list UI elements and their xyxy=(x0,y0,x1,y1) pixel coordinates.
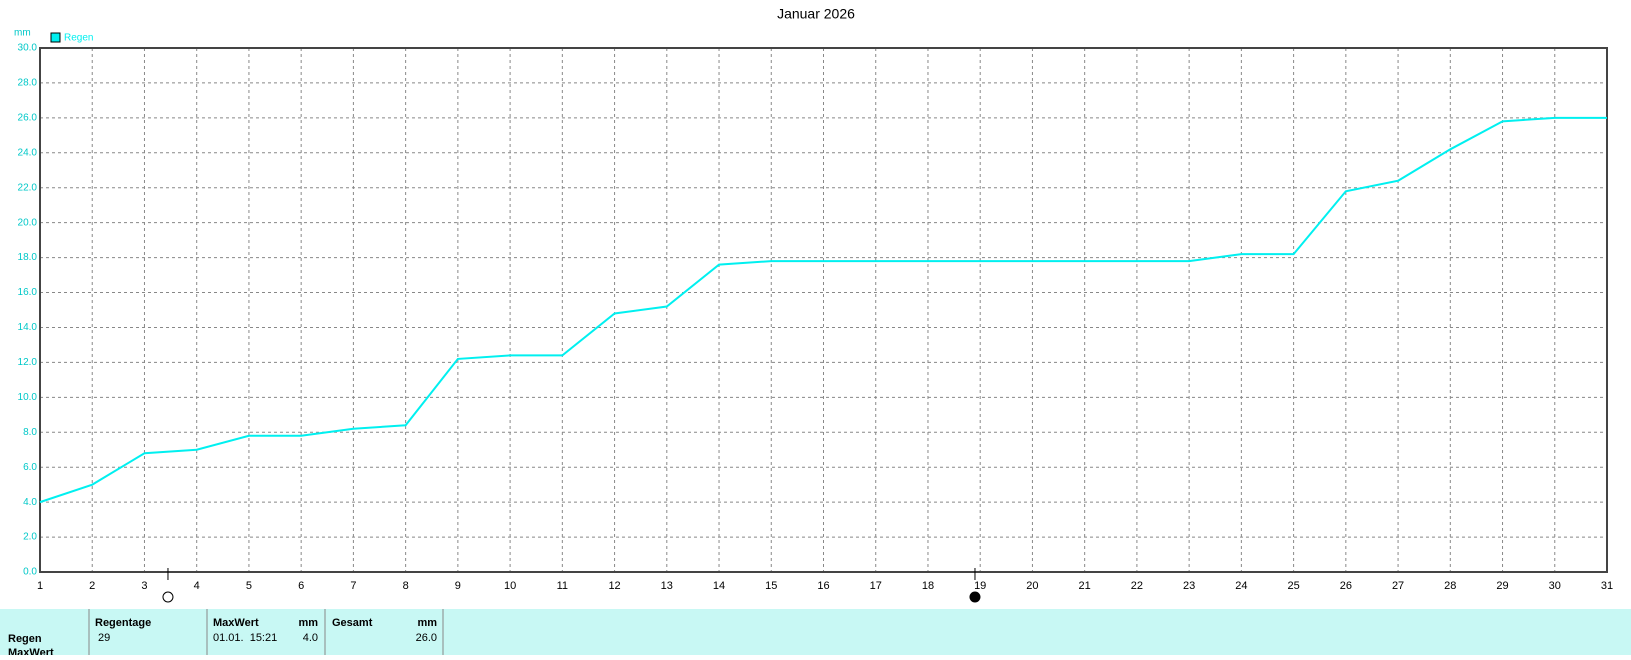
chart-title: Januar 2026 xyxy=(777,6,855,22)
x-tick-label: 31 xyxy=(1601,580,1613,592)
y-tick-label: 24.0 xyxy=(18,147,38,158)
legend-swatch xyxy=(50,32,61,43)
moon-full xyxy=(162,591,174,603)
x-tick-label: 10 xyxy=(504,580,516,592)
x-tick-label: 16 xyxy=(817,580,829,592)
y-tick-label: 22.0 xyxy=(18,182,38,193)
x-tick-label: 1 xyxy=(37,580,43,592)
x-tick-label: 19 xyxy=(974,580,986,592)
y-tick-label: 2.0 xyxy=(23,532,37,543)
y-tick-label: 6.0 xyxy=(23,462,37,473)
x-tick-label: 4 xyxy=(194,580,200,592)
y-tick-label: 10.0 xyxy=(18,392,38,403)
x-tick-label: 11 xyxy=(557,580,568,592)
table-header: MaxWert xyxy=(213,617,259,629)
table-cell: 01.01. 15:21 xyxy=(213,632,277,644)
table-cell: 29 xyxy=(98,632,110,644)
y-tick-label: 12.0 xyxy=(18,357,38,368)
x-tick-label: 26 xyxy=(1340,580,1352,592)
x-tick-label: 15 xyxy=(765,580,777,592)
x-tick-label: 18 xyxy=(922,580,934,592)
x-tick-label: 20 xyxy=(1026,580,1038,592)
legend-label: Regen xyxy=(64,33,93,44)
x-tick-label: 27 xyxy=(1392,580,1404,592)
row-label: MaxWert xyxy=(8,647,54,655)
x-tick-label: 22 xyxy=(1131,580,1143,592)
x-tick-label: 23 xyxy=(1183,580,1195,592)
y-tick-label: 8.0 xyxy=(23,427,37,438)
x-tick-label: 9 xyxy=(455,580,461,592)
x-tick-label: 7 xyxy=(350,580,356,592)
plot-frame xyxy=(39,47,1608,573)
x-tick-label: 28 xyxy=(1444,580,1456,592)
x-tick-label: 14 xyxy=(713,580,725,592)
y-tick-label: 28.0 xyxy=(18,78,38,89)
y-tick-label: 16.0 xyxy=(18,287,38,298)
y-tick-label: 0.0 xyxy=(23,567,37,578)
x-tick-label: 21 xyxy=(1079,580,1091,592)
summary-table: Regentage MaxWert mm Gesamt mm Regen 29 … xyxy=(0,609,1631,659)
y-unit: mm xyxy=(14,28,31,39)
y-tick-label: 18.0 xyxy=(18,252,38,263)
y-tick-label: 14.0 xyxy=(18,322,38,333)
x-tick-label: 25 xyxy=(1287,580,1299,592)
x-tick-label: 24 xyxy=(1235,580,1247,592)
table-header: Gesamt xyxy=(332,617,373,629)
table-cell: 4.0 xyxy=(303,632,318,644)
x-tick-label: 17 xyxy=(870,580,882,592)
y-tick-label: 30.0 xyxy=(18,43,38,54)
x-tick-label: 29 xyxy=(1496,580,1508,592)
y-tick-label: 26.0 xyxy=(18,113,38,124)
x-tick-label: 5 xyxy=(246,580,252,592)
y-tick-label: 4.0 xyxy=(23,497,37,508)
x-tick-label: 13 xyxy=(661,580,673,592)
x-tick-label: 3 xyxy=(141,580,147,592)
table-unit: mm xyxy=(417,617,437,629)
moon-new xyxy=(969,591,981,603)
x-tick-label: 30 xyxy=(1549,580,1561,592)
y-tick-label: 20.0 xyxy=(18,217,38,228)
x-tick-label: 12 xyxy=(608,580,620,592)
table-header: Regentage xyxy=(95,617,151,629)
x-tick-label: 8 xyxy=(403,580,409,592)
table-cell: 26.0 xyxy=(416,632,437,644)
table-bg xyxy=(0,609,1631,655)
x-tick-label: 2 xyxy=(89,580,95,592)
x-tick-label: 6 xyxy=(298,580,304,592)
table-unit: mm xyxy=(298,617,318,629)
data-line xyxy=(39,116,1607,504)
row-label: Regen xyxy=(8,633,42,645)
